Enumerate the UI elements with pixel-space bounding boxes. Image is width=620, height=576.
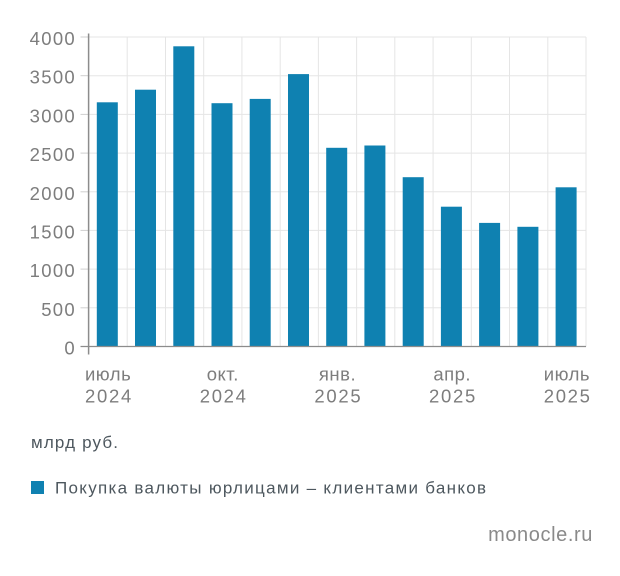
svg-text:1000: 1000 (30, 260, 76, 281)
svg-text:2024: 2024 (200, 386, 248, 407)
svg-text:2025: 2025 (429, 386, 477, 407)
svg-text:2024: 2024 (85, 386, 133, 407)
svg-text:2025: 2025 (544, 386, 592, 407)
svg-text:monocle.ru: monocle.ru (488, 524, 593, 546)
svg-text:3500: 3500 (30, 67, 76, 88)
svg-text:июль: июль (85, 364, 131, 385)
svg-text:янв.: янв. (319, 364, 356, 385)
svg-text:окт.: окт. (207, 364, 239, 385)
svg-text:июль: июль (544, 364, 590, 385)
svg-text:3000: 3000 (30, 105, 76, 126)
svg-text:2500: 2500 (30, 144, 76, 165)
svg-text:Покупка валюты юрлицами – клие: Покупка валюты юрлицами – клиентами банк… (55, 479, 487, 498)
svg-text:500: 500 (41, 299, 76, 320)
svg-text:2025: 2025 (314, 386, 362, 407)
svg-text:2000: 2000 (30, 183, 76, 204)
svg-text:0: 0 (64, 338, 76, 359)
svg-text:апр.: апр. (433, 364, 471, 385)
svg-text:млрд руб.: млрд руб. (31, 433, 119, 452)
svg-text:4000: 4000 (30, 28, 76, 49)
svg-text:1500: 1500 (30, 221, 76, 242)
